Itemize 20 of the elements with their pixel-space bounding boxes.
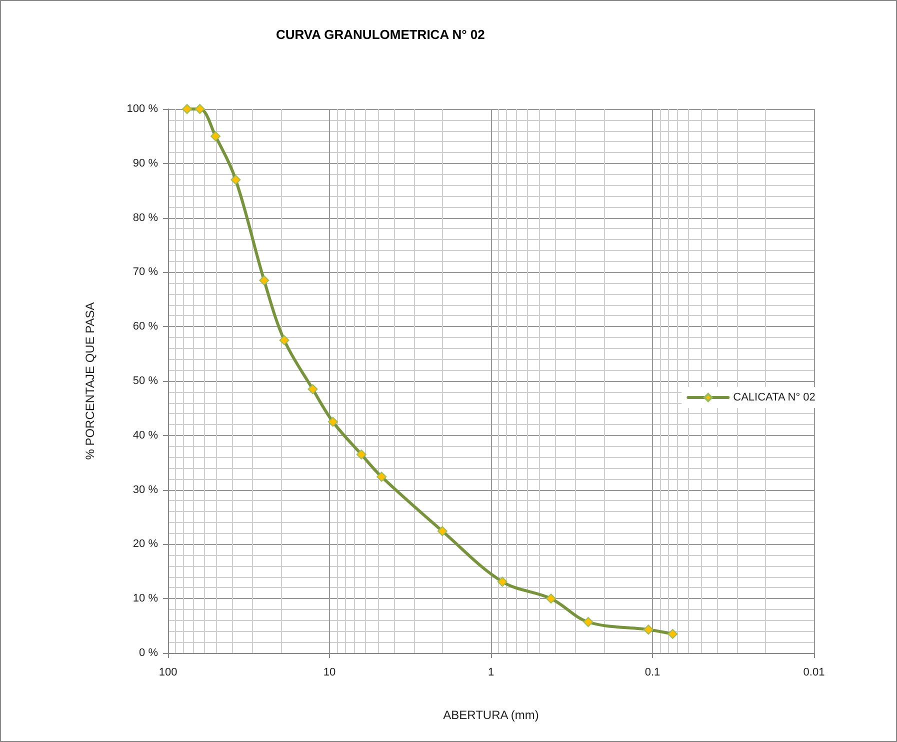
x-tick-label: 100	[158, 666, 178, 678]
y-tick-label: 90 %	[132, 157, 158, 170]
y-axis-title: % PORCENTAJE QUE PASA	[83, 302, 97, 460]
y-tick-label: 50 %	[132, 375, 158, 387]
y-tick-label: 100 %	[126, 103, 158, 115]
x-tick-label: 0.01	[803, 666, 825, 678]
y-tick-label: 10 %	[132, 592, 158, 605]
y-tick-label: 30 %	[132, 484, 158, 496]
y-tick-label: 0 %	[139, 647, 158, 659]
y-tick-label: 70 %	[132, 266, 158, 278]
y-tick-label: 20 %	[132, 538, 158, 550]
x-tick-label: 0.1	[644, 666, 660, 678]
legend-label: CALICATA N° 02	[733, 392, 816, 404]
y-tick-label: 60 %	[132, 320, 158, 333]
x-tick-label: 10	[323, 666, 336, 678]
y-tick-label: 40 %	[132, 429, 158, 442]
chart-title: CURVA GRANULOMETRICA N° 02	[276, 27, 485, 42]
x-tick-label: 1	[488, 666, 494, 678]
y-tick-label: 80 %	[132, 212, 158, 224]
x-axis-title: ABERTURA (mm)	[443, 708, 539, 722]
